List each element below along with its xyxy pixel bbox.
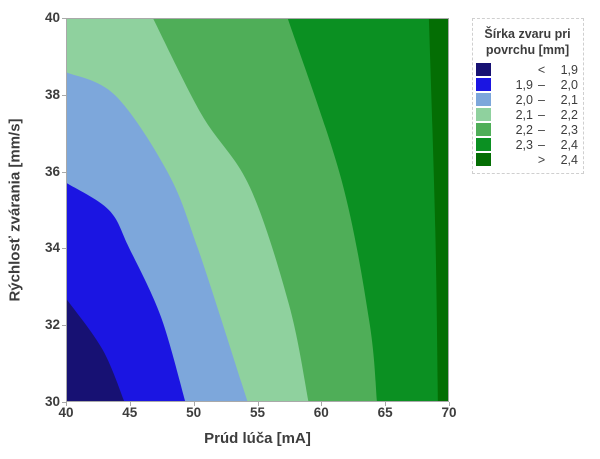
- x-tick-mark-55: [257, 402, 259, 406]
- x-tick-label-45: 45: [122, 405, 138, 420]
- legend-range-upper: 2,0: [560, 77, 578, 92]
- legend-swatch-icon: [476, 123, 491, 136]
- y-tick-mark-30: [62, 402, 66, 403]
- legend-range-lower: 2,3: [515, 137, 533, 152]
- y-tick-label-40: 40: [44, 10, 60, 25]
- x-tick-mark-70: [449, 402, 450, 406]
- x-tick-mark-65: [385, 402, 387, 406]
- x-tick-mark-50: [193, 402, 195, 406]
- y-tick-label-30: 30: [44, 394, 60, 409]
- legend-range-separator: >: [537, 152, 546, 167]
- band-below-1.9: [67, 299, 125, 401]
- x-tick-mark-60: [321, 402, 323, 406]
- legend-row-2: 2,0–2,1: [476, 92, 579, 107]
- legend-row-3: 2,1–2,2: [476, 107, 579, 122]
- y-tick-label-34: 34: [44, 240, 60, 256]
- y-axis-title: Rýchlosť zvárania [mm/s]: [6, 118, 24, 302]
- legend-swatch-icon: [476, 108, 491, 121]
- x-tick-mark-40: [66, 402, 67, 406]
- x-tick-label-55: 55: [249, 405, 266, 420]
- legend-row-0: <1,9: [476, 62, 579, 77]
- legend-swatch-icon: [476, 78, 491, 91]
- legend-row-6: >2,4: [476, 152, 579, 167]
- legend-range-lower: 2,0: [515, 92, 533, 107]
- x-tick-label-60: 60: [313, 405, 329, 420]
- y-tick-mark-40: [62, 18, 66, 19]
- legend-range-separator: –: [538, 92, 545, 107]
- legend-range-separator: –: [538, 122, 545, 137]
- y-tick-mark-36: [62, 171, 66, 173]
- y-tick-label-32: 32: [44, 317, 60, 333]
- legend-range-lower: 2,1: [515, 107, 533, 122]
- legend-range-lower: 2,2: [515, 122, 533, 137]
- y-tick-mark-32: [62, 325, 66, 327]
- x-tick-label-65: 65: [377, 405, 393, 420]
- legend: Šírka zvaru pri povrchu [mm] <1,9 1,9–2,0…: [472, 18, 584, 174]
- legend-title-line1: Šírka zvaru pri: [484, 27, 571, 41]
- legend-range-upper: 1,9: [560, 62, 578, 77]
- legend-range-upper: 2,3: [560, 122, 578, 137]
- legend-range-lower: 1,9: [515, 77, 533, 92]
- x-tick-label-70: 70: [441, 405, 457, 420]
- legend-row-5: 2,3–2,4: [476, 137, 579, 152]
- x-tick-mark-45: [129, 402, 131, 406]
- x-tick-label-50: 50: [186, 405, 202, 420]
- contour-bands-canvas: [67, 19, 448, 401]
- legend-range-upper: 2,1: [560, 92, 578, 107]
- legend-swatch-icon: [476, 138, 491, 151]
- legend-title: Šírka zvaru pri povrchu [mm]: [476, 26, 579, 58]
- y-tick-mark-34: [62, 248, 66, 250]
- y-tick-mark-38: [62, 94, 66, 96]
- legend-range-separator: –: [538, 137, 545, 152]
- legend-entries: <1,9 1,9–2,0 2,0–2,1 2,1–2,2 2,2–2,3 2,3–2,4 >…: [476, 62, 579, 167]
- legend-row-1: 1,9–2,0: [476, 77, 579, 92]
- y-tick-label-36: 36: [44, 163, 60, 179]
- y-tick-label-38: 38: [44, 86, 60, 102]
- legend-title-line2: povrchu [mm]: [485, 43, 570, 57]
- legend-range-separator: –: [538, 107, 545, 122]
- legend-range-upper: 2,2: [560, 107, 578, 122]
- legend-range-upper: 2,4: [560, 152, 578, 167]
- legend-range-separator: –: [538, 77, 545, 92]
- legend-swatch-icon: [476, 63, 491, 76]
- x-tick-label-40: 40: [58, 405, 74, 420]
- legend-range-separator: <: [537, 62, 546, 77]
- x-axis-title: Prúd lúča [mA]: [204, 430, 311, 447]
- legend-range-upper: 2,4: [560, 137, 578, 152]
- legend-swatch-icon: [476, 153, 491, 166]
- plot-area: [66, 18, 449, 402]
- legend-swatch-icon: [476, 93, 491, 106]
- legend-row-4: 2,2–2,3: [476, 122, 579, 137]
